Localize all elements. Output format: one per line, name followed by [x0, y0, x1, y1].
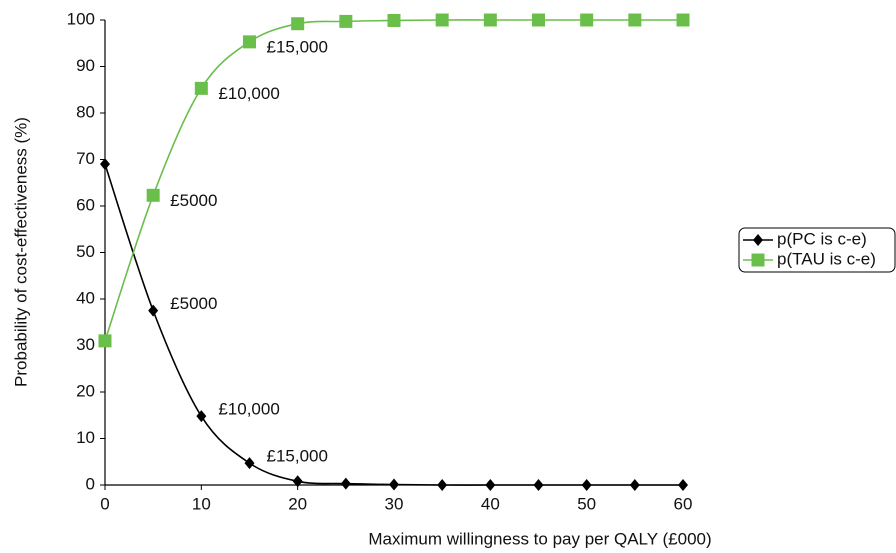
marker — [292, 475, 303, 488]
y-tick-label: 100 — [67, 9, 95, 28]
marker — [100, 158, 110, 171]
x-tick-label: 40 — [481, 494, 500, 513]
x-axis-label: Maximum willingness to pay per QALY (£00… — [368, 529, 711, 548]
marker — [437, 479, 448, 491]
y-tick-label: 40 — [76, 288, 95, 307]
marker — [580, 13, 594, 27]
marker — [148, 304, 159, 317]
x-tick-label: 60 — [674, 494, 693, 513]
marker — [533, 479, 544, 491]
legend-marker — [751, 253, 765, 267]
y-tick-label: 60 — [76, 195, 95, 214]
marker — [146, 188, 160, 202]
marker — [291, 17, 305, 31]
annotation: £5000 — [170, 294, 217, 313]
y-tick-label: 80 — [76, 102, 95, 121]
marker — [340, 477, 351, 490]
y-tick-label: 90 — [76, 56, 95, 75]
marker — [194, 81, 208, 95]
annotation: £15,000 — [267, 447, 328, 466]
marker — [629, 479, 640, 491]
marker — [389, 478, 399, 491]
x-tick-label: 50 — [577, 494, 596, 513]
marker — [628, 13, 642, 27]
marker — [581, 479, 592, 491]
marker — [196, 410, 207, 423]
x-tick-label: 30 — [385, 494, 404, 513]
x-tick-label: 0 — [100, 494, 109, 513]
marker — [676, 13, 690, 27]
x-tick-label: 10 — [192, 494, 211, 513]
annotation: £5000 — [170, 191, 217, 210]
y-tick-label: 10 — [76, 428, 95, 447]
y-tick-label: 0 — [86, 474, 95, 493]
y-tick-label: 50 — [76, 242, 95, 261]
marker — [243, 35, 256, 49]
legend-label: p(TAU is c-e) — [777, 249, 876, 268]
marker — [98, 334, 112, 348]
y-tick-label: 70 — [76, 149, 95, 168]
marker — [532, 13, 545, 27]
legend-box — [738, 227, 896, 273]
x-tick-label: 20 — [288, 494, 307, 513]
marker — [387, 13, 401, 27]
marker — [485, 479, 496, 491]
series-line — [104, 163, 683, 486]
legend-marker — [753, 234, 763, 246]
legend-label: p(PC is c-e) — [777, 229, 867, 248]
marker — [678, 479, 688, 491]
y-tick-label: 30 — [76, 335, 95, 354]
series-line — [104, 19, 683, 342]
marker — [244, 457, 255, 470]
y-tick-label: 20 — [76, 381, 95, 400]
marker — [435, 13, 449, 27]
annotation: £10,000 — [218, 400, 279, 419]
annotation: £15,000 — [267, 37, 328, 56]
annotation: £10,000 — [218, 84, 279, 103]
marker — [483, 13, 497, 27]
y-axis-label: Probability of cost-effectiveness (%) — [11, 117, 30, 387]
marker — [339, 14, 353, 28]
